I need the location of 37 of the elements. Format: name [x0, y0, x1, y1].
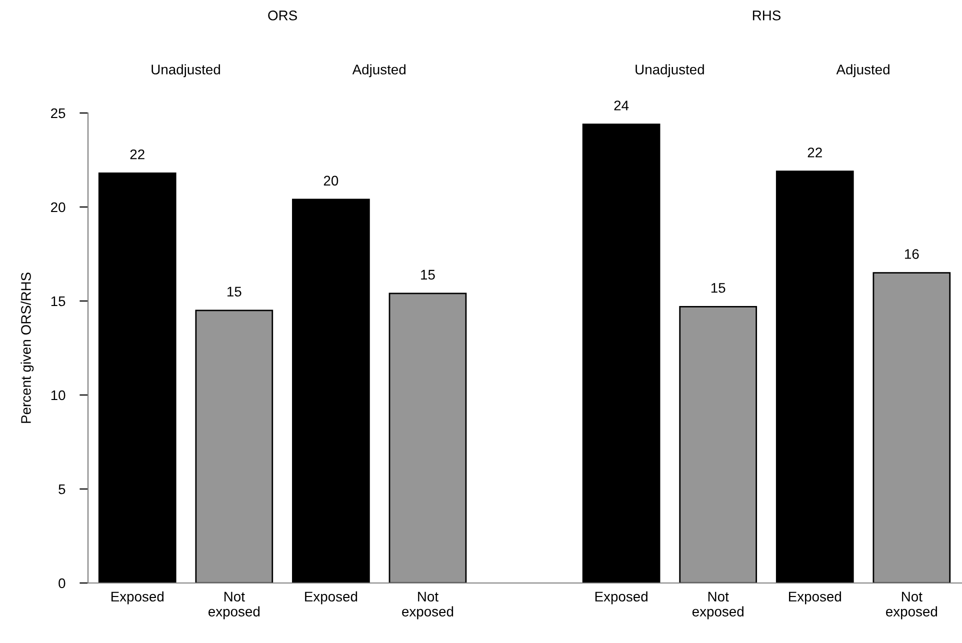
text: Unadjusted [152, 64, 220, 78]
text: RHS [752, 10, 781, 20]
y-tick-label: 20 [51, 202, 66, 212]
x-tick-label: Exposed [111, 591, 164, 604]
x-tick-label: Not exposed [402, 592, 454, 620]
x-tick-label: Exposed [788, 591, 842, 604]
data-label: 22 [808, 148, 822, 158]
x-tick-label: Not exposed [886, 592, 938, 620]
data-label: 15 [227, 286, 242, 297]
x-tick-label: Not exposed [692, 592, 744, 620]
data-label: 24 [614, 100, 629, 110]
data-label: 20 [324, 176, 338, 186]
text: Adjusted [352, 64, 406, 78]
bar [872, 272, 951, 583]
bar [582, 124, 660, 583]
y-tick-label: 0 [58, 578, 66, 588]
text: Adjusted [836, 64, 890, 78]
y-tick-label: 15 [51, 296, 66, 306]
text: Unadjusted [636, 64, 704, 78]
bar [292, 198, 370, 583]
data-label: 16 [905, 249, 919, 259]
bar [388, 292, 467, 583]
y-tick-label: 5 [58, 484, 66, 494]
bar [776, 170, 854, 583]
y-tick-label: 10 [51, 390, 66, 400]
bar [98, 172, 176, 583]
x-tick-label: Exposed [595, 591, 648, 604]
y-tick-label: 25 [51, 108, 66, 118]
data-label: 22 [130, 149, 144, 160]
bar [195, 310, 274, 583]
data-label: 15 [421, 270, 435, 280]
bar [679, 306, 758, 583]
x-tick-label: Not exposed [208, 592, 260, 620]
text: ORS [268, 10, 297, 20]
data-label: 15 [711, 283, 726, 293]
y-axis-title: Percent given ORS/RHS [20, 272, 34, 423]
x-tick-label: Exposed [305, 591, 358, 604]
